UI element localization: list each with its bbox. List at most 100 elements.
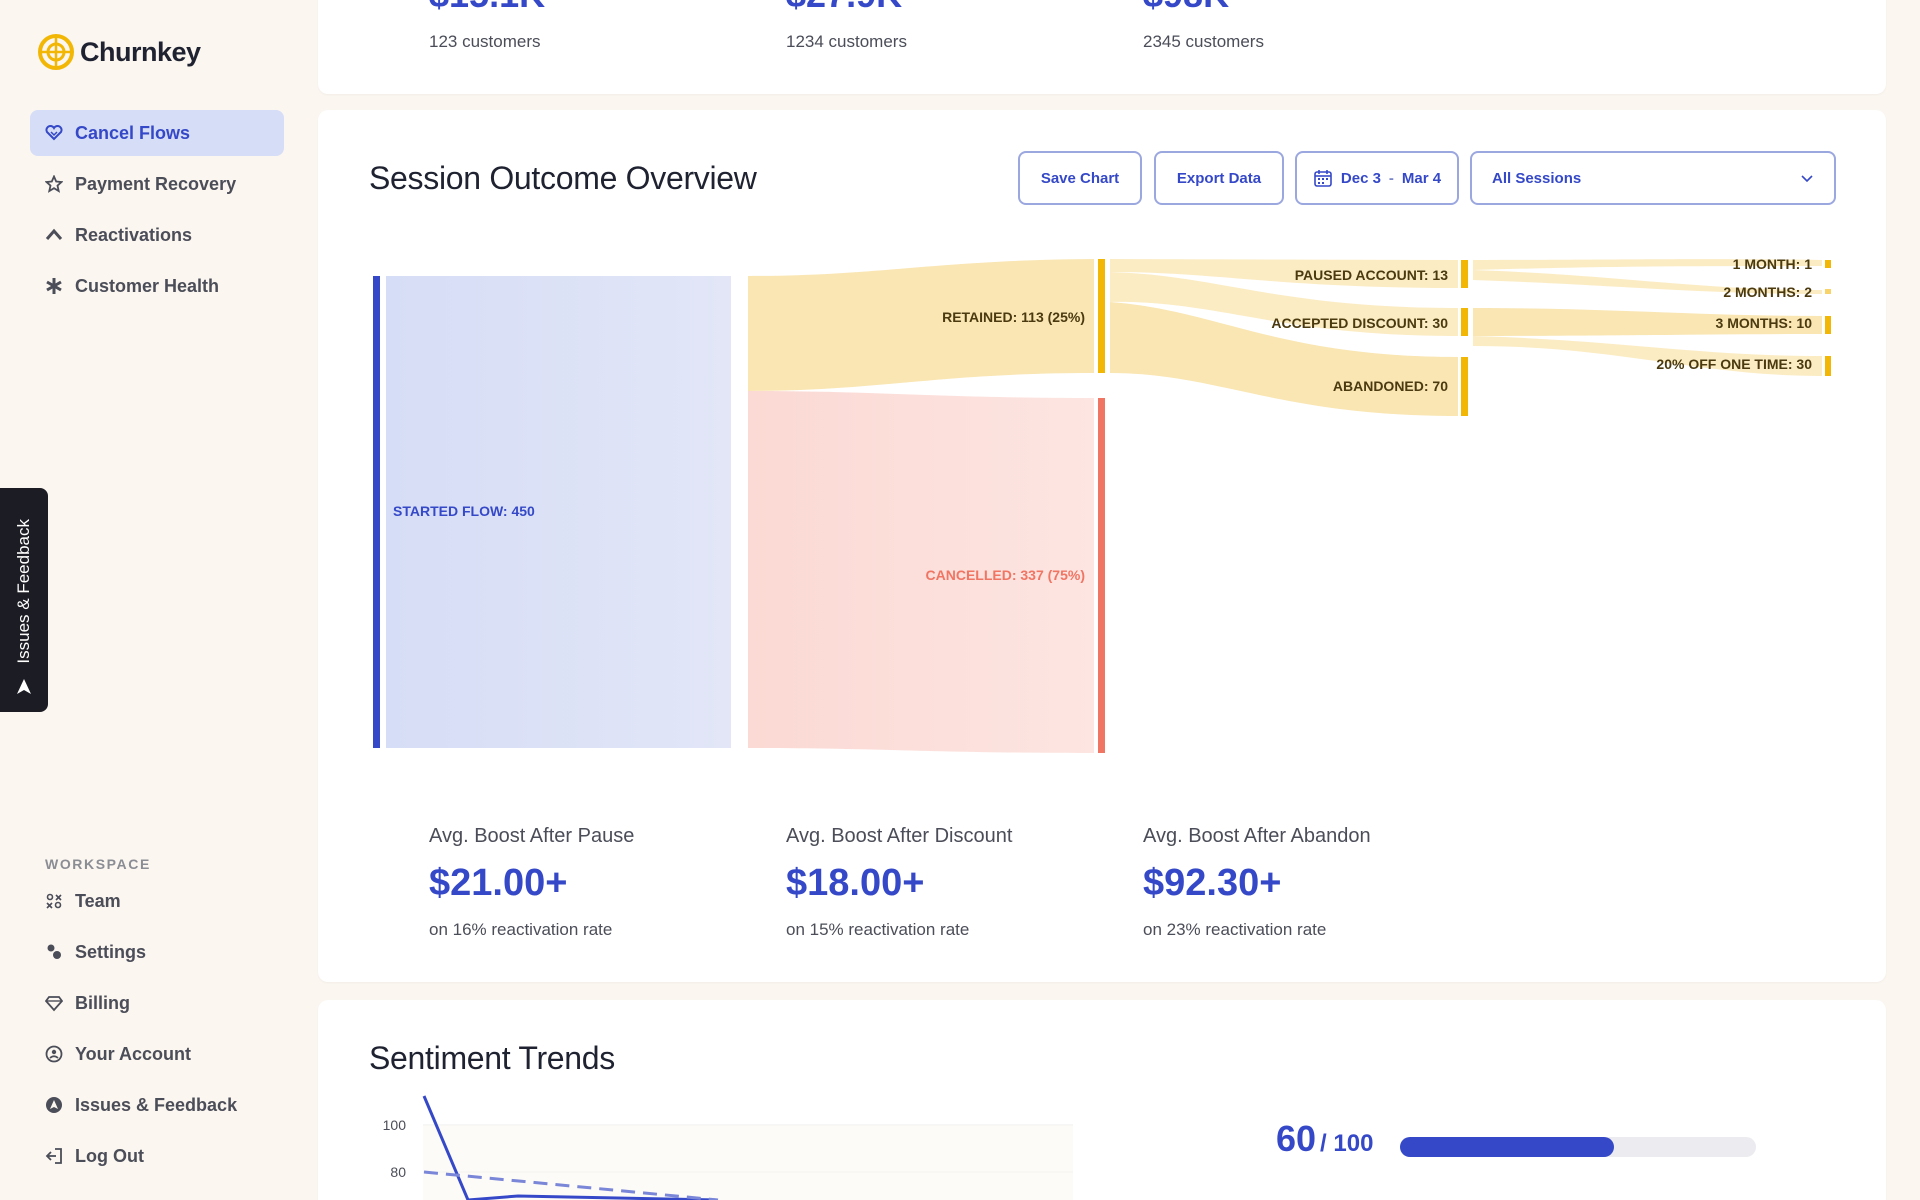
boost-abandon-value: $92.30+	[1143, 862, 1282, 904]
paused-node[interactable]	[1461, 260, 1468, 288]
kpi-value: $15.1K	[429, 0, 545, 16]
save-chart-label: Save Chart	[1040, 169, 1120, 187]
sidebar-item-billing[interactable]: Billing	[30, 980, 284, 1026]
sessions-filter-select[interactable]: All Sessions	[1470, 151, 1836, 205]
churnkey-logo-icon	[38, 34, 74, 70]
boost-discount-title: Avg. Boost After Discount	[786, 825, 1013, 847]
sidebar-item-label: Cancel Flows	[75, 122, 191, 143]
export-data-label: Export Data	[1176, 169, 1262, 187]
date-end: Mar 4	[1401, 169, 1442, 187]
one-month-node[interactable]	[1825, 260, 1831, 268]
sidebar-item-customer-health[interactable]: Customer Health	[30, 263, 284, 309]
session-outcome-card: Session Outcome Overview Save Chart Expo…	[318, 110, 1886, 982]
kpi-customers: 1234 customers	[786, 32, 907, 51]
calendar-icon	[1314, 170, 1332, 187]
sidebar: Churnkey Cancel Flows Payment Recovery R…	[0, 0, 312, 1200]
sidebar-item-label: Customer Health	[75, 275, 220, 296]
boost-discount-value: $18.00+	[786, 862, 925, 904]
boost-discount-rate: on 15% reactivation rate	[786, 920, 970, 939]
kpi-card: $15.1K 123 customers $27.9K 1234 custome…	[318, 0, 1886, 94]
y-tick-label: 80	[390, 1164, 406, 1180]
three-months-node[interactable]	[1825, 316, 1831, 334]
sidebar-item-reactivations[interactable]: Reactivations	[30, 212, 284, 258]
three-months-flow-band	[1473, 308, 1822, 336]
send-arrow-icon	[17, 679, 31, 694]
twenty-off-node[interactable]	[1825, 356, 1831, 376]
two-months-node[interactable]	[1825, 289, 1831, 294]
sentiment-series-solid	[422, 1095, 719, 1200]
session-outcome-title: Session Outcome Overview	[369, 160, 757, 196]
workspace-nav: Team Settings Billing Your Account Issue…	[30, 878, 284, 1184]
sentiment-title: Sentiment Trends	[369, 1040, 615, 1076]
plot-area	[423, 1125, 1073, 1200]
user-circle-icon	[45, 1045, 63, 1063]
boost-pause-rate: on 16% reactivation rate	[429, 920, 613, 939]
boost-abandon-rate: on 23% reactivation rate	[1143, 920, 1327, 939]
accepted-flow-band	[1110, 272, 1458, 336]
sidebar-item-log-out[interactable]: Log Out	[30, 1133, 284, 1179]
logout-icon	[45, 1147, 63, 1165]
sidebar-item-label: Reactivations	[75, 224, 193, 245]
cancelled-flow-band	[748, 391, 1094, 753]
two-months-flow-band	[1473, 270, 1822, 294]
boost-pause-title: Avg. Boost After Pause	[429, 825, 635, 847]
retained-flow-band	[748, 259, 1094, 391]
sentiment-line-chart: 100 80	[383, 1095, 1073, 1200]
cancelled-node[interactable]	[1098, 398, 1105, 753]
kpi-customers: 2345 customers	[1143, 32, 1264, 51]
started-flow-label: STARTED FLOW: 450	[393, 503, 535, 519]
sidebar-item-team[interactable]: Team	[30, 878, 284, 924]
kpi-customers: 123 customers	[429, 32, 541, 51]
sidebar-item-label: Settings	[75, 941, 147, 962]
brand-name: Churnkey	[80, 36, 201, 67]
boost-abandon-title: Avg. Boost After Abandon	[1143, 825, 1371, 847]
sentiment-score-bar	[1400, 1137, 1756, 1157]
abandoned-node[interactable]	[1461, 357, 1468, 416]
session-outcome-sankey: STARTED FLOW: 450 RETAINED: 113 (25%) CA…	[373, 256, 1831, 753]
sidebar-item-label: Issues & Feedback	[75, 1094, 238, 1115]
sidebar-item-issues-feedback[interactable]: Issues & Feedback	[30, 1082, 284, 1128]
retained-node[interactable]	[1098, 259, 1105, 373]
feedback-tab-label: Issues & Feedback	[14, 519, 33, 664]
sidebar-item-payment-recovery[interactable]: Payment Recovery	[30, 161, 284, 207]
feedback-floating-tab[interactable]: Issues & Feedback	[0, 488, 48, 712]
y-tick-label: 100	[383, 1117, 407, 1133]
date-start: Dec 3	[1340, 169, 1381, 187]
workspace-section-label: WORKSPACE	[45, 856, 151, 872]
sidebar-item-cancel-flows[interactable]: Cancel Flows	[30, 110, 284, 156]
twenty-off-label: 20% OFF ONE TIME: 30	[1656, 356, 1812, 372]
sentiment-series-dashed	[423, 1170, 719, 1200]
date-range-picker[interactable]: Dec 3 - Mar 4	[1295, 151, 1459, 205]
settings-icon	[45, 943, 63, 961]
accepted-node[interactable]	[1461, 308, 1468, 336]
diamond-icon	[45, 994, 63, 1012]
paused-label: PAUSED ACCOUNT: 13	[1295, 267, 1448, 283]
started-node[interactable]	[373, 276, 380, 748]
main-nav: Cancel Flows Payment Recovery Reactivati…	[30, 110, 284, 314]
heart-icon	[45, 124, 63, 142]
sidebar-item-label: Billing	[75, 992, 130, 1013]
asterisk-icon	[45, 277, 63, 295]
export-data-button[interactable]: Export Data	[1154, 151, 1284, 205]
arrow-up-icon	[45, 226, 63, 244]
sentiment-trends-card: Sentiment Trends 100 80	[318, 1000, 1886, 1200]
save-chart-button[interactable]: Save Chart	[1018, 151, 1142, 205]
kpi-value: $27.9K	[786, 0, 902, 16]
sidebar-item-label: Log Out	[75, 1145, 144, 1166]
accepted-label: ACCEPTED DISCOUNT: 30	[1271, 315, 1448, 331]
sidebar-item-your-account[interactable]: Your Account	[30, 1031, 284, 1077]
sidebar-item-settings[interactable]: Settings	[30, 929, 284, 975]
sidebar-item-label: Payment Recovery	[75, 173, 237, 194]
kpi-value: $98K	[1143, 0, 1229, 16]
sidebar-item-label: Team	[75, 890, 121, 911]
one-month-label: 1 MONTH: 1	[1733, 256, 1813, 272]
sessions-filter-value: All Sessions	[1492, 169, 1582, 187]
twenty-off-flow-band	[1473, 336, 1822, 376]
sentiment-score: 60 / 100	[1276, 1118, 1373, 1160]
date-separator: -	[1388, 169, 1394, 187]
chevron-down-icon	[1801, 175, 1813, 183]
cancelled-label: CANCELLED: 337 (75%)	[926, 567, 1085, 583]
retained-label: RETAINED: 113 (25%)	[942, 309, 1085, 325]
brand-logo[interactable]: Churnkey	[38, 34, 201, 70]
abandoned-flow-band	[1110, 302, 1458, 416]
